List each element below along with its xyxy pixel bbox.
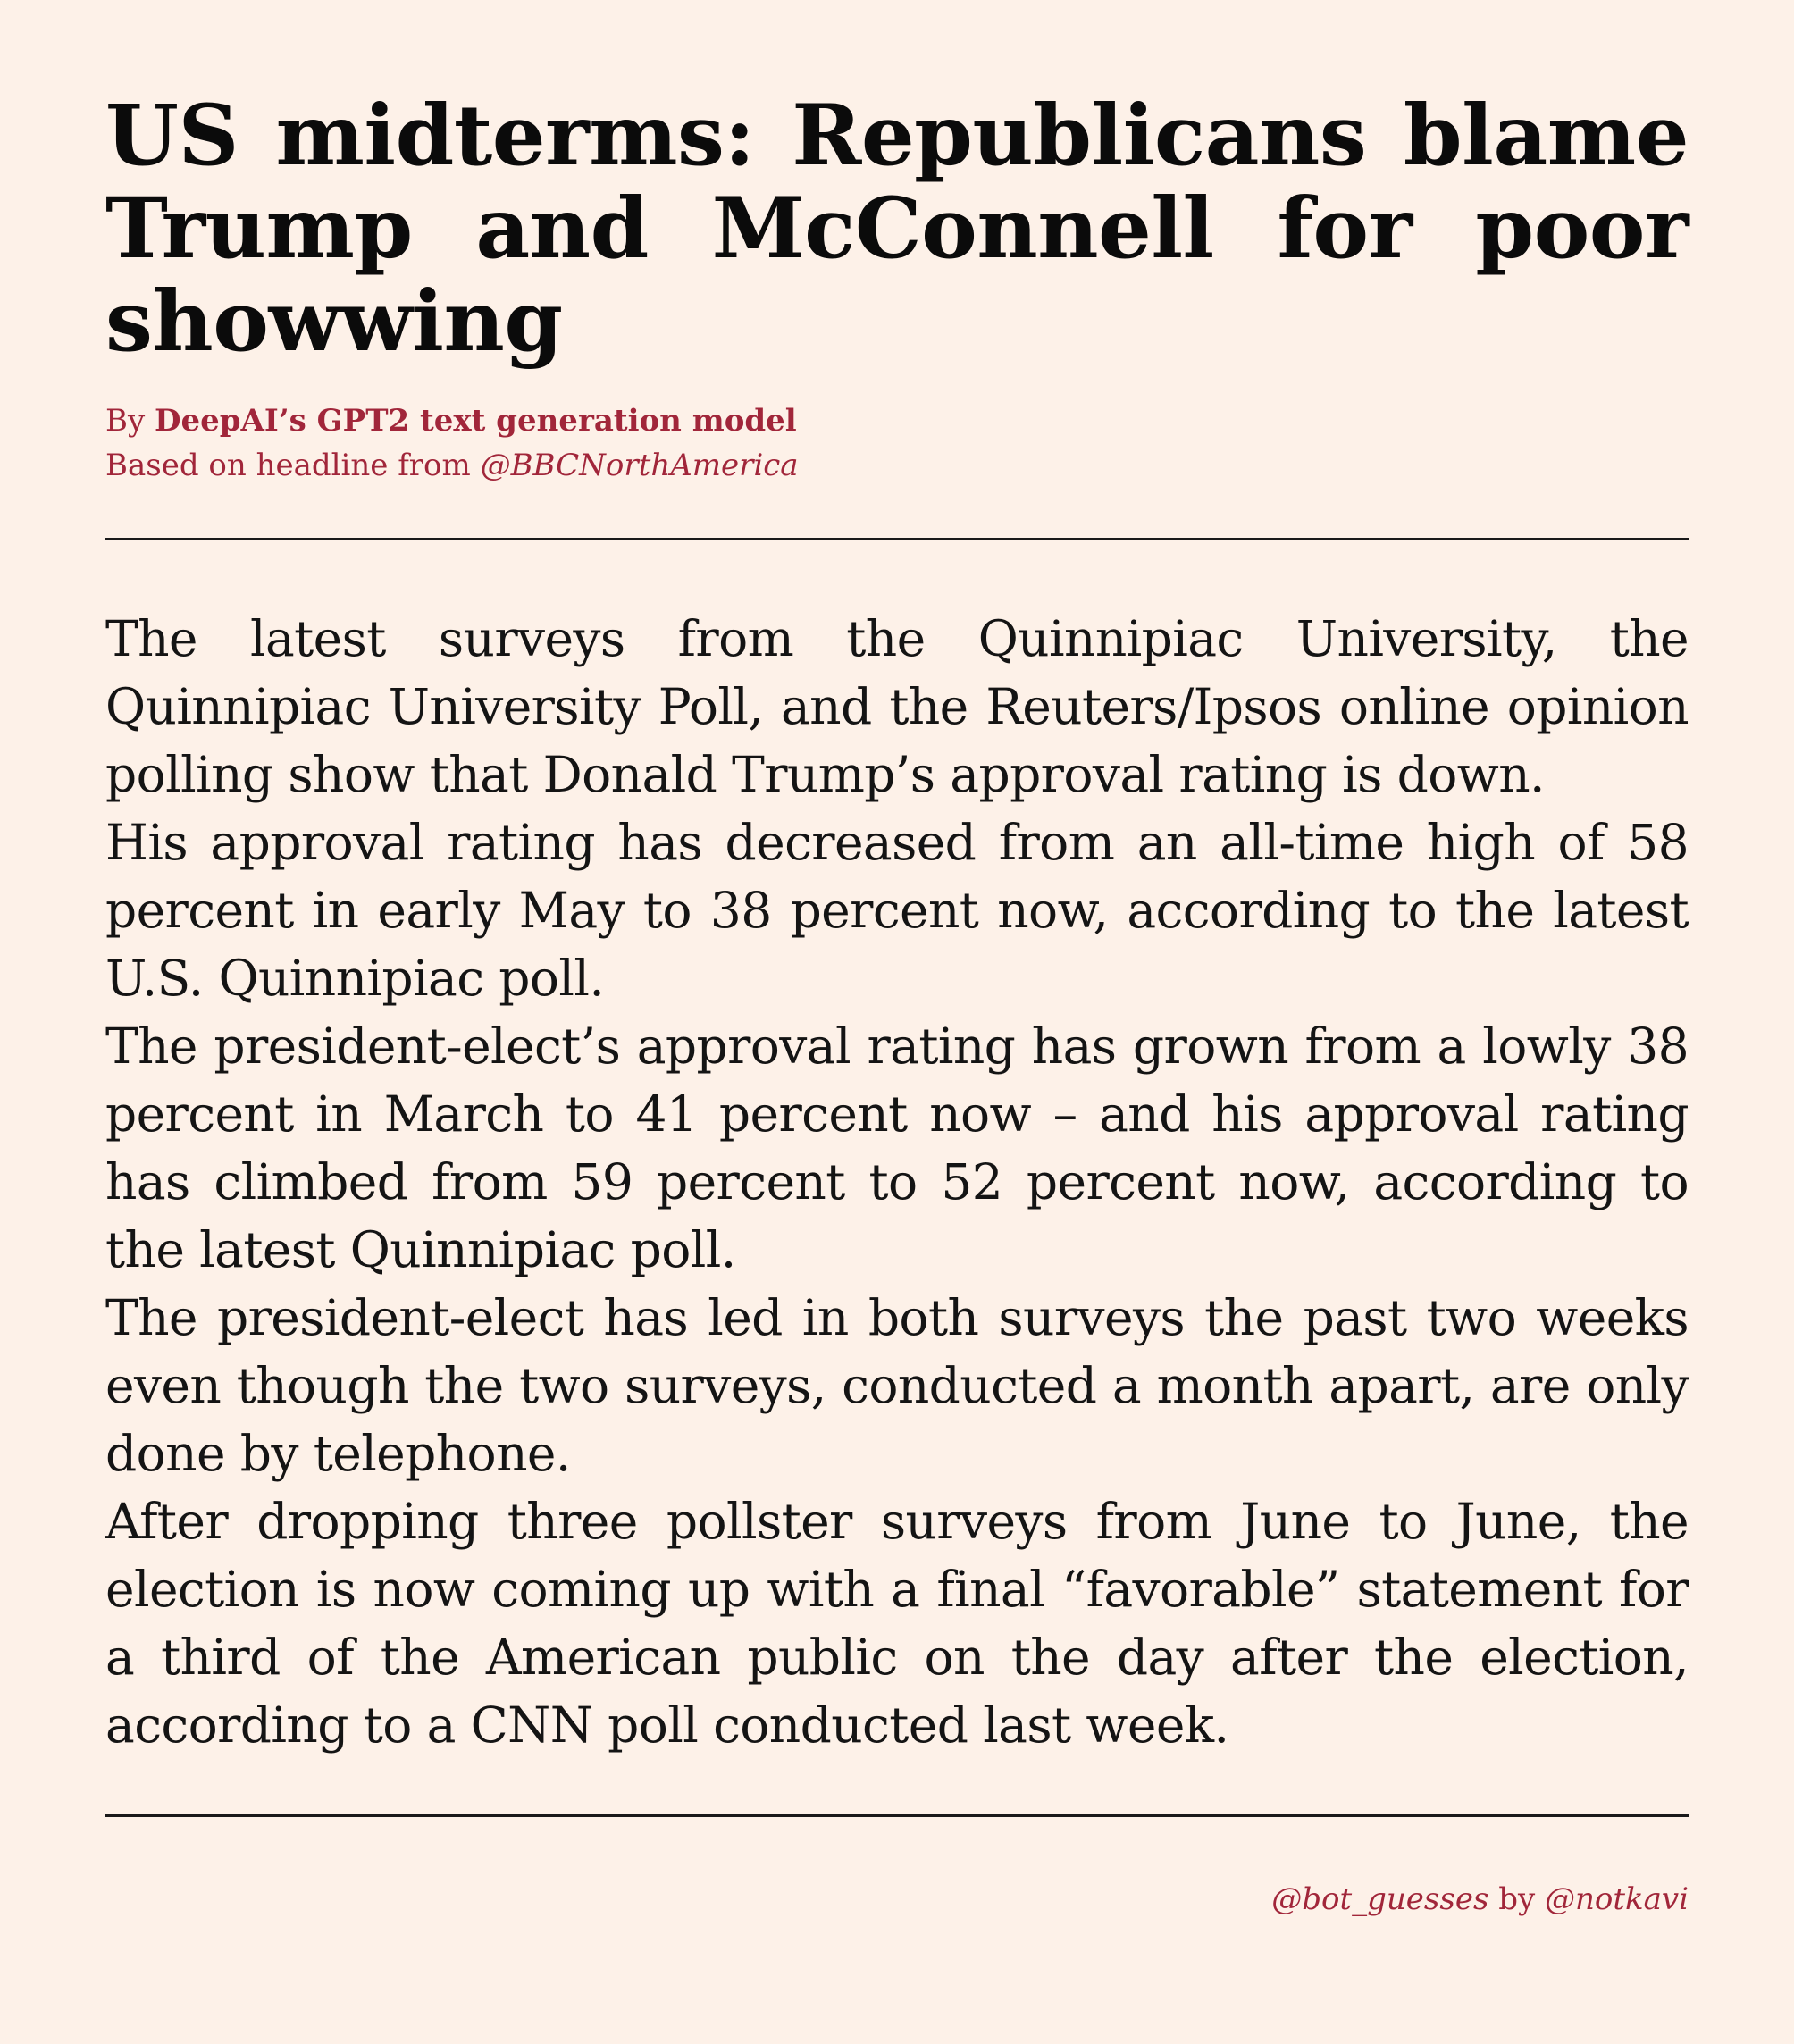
bottom-divider [105, 1814, 1689, 1817]
paragraph: The latest surveys from the Quinnipiac U… [105, 610, 1689, 803]
by-prefix: By [105, 403, 155, 439]
source-line: Based on headline from @BBCNorthAmerica [105, 443, 1689, 488]
article-body: The latest surveys from the Quinnipiac U… [105, 605, 1689, 1759]
footer-credit: @bot_guesses by @notkavi [105, 1880, 1689, 1919]
paragraph: The president-elect has led in both surv… [105, 1289, 1689, 1482]
source-handle-link[interactable]: @BBCNorthAmerica [480, 448, 799, 483]
byline: By DeepAI’s GPT2 text generation model B… [105, 398, 1689, 488]
paragraph: The president-elect’s approval rating ha… [105, 1018, 1689, 1278]
based-on-prefix: Based on headline from [105, 448, 481, 483]
author-name: DeepAI’s GPT2 text generation model [155, 403, 797, 439]
headline: US midterms: Republicans blame Trump and… [105, 87, 1689, 371]
creator-handle-link[interactable]: @notkavi [1545, 1881, 1689, 1917]
author-line: By DeepAI’s GPT2 text generation model [105, 398, 1689, 443]
paragraph: His approval rating has decreased from a… [105, 814, 1689, 1007]
bot-handle-link[interactable]: @bot_guesses [1271, 1881, 1489, 1917]
top-divider [105, 538, 1689, 540]
article-page: US midterms: Republicans blame Trump and… [105, 89, 1689, 1919]
paragraph: After dropping three pollster surveys fr… [105, 1493, 1689, 1754]
by-word: by [1488, 1881, 1545, 1917]
